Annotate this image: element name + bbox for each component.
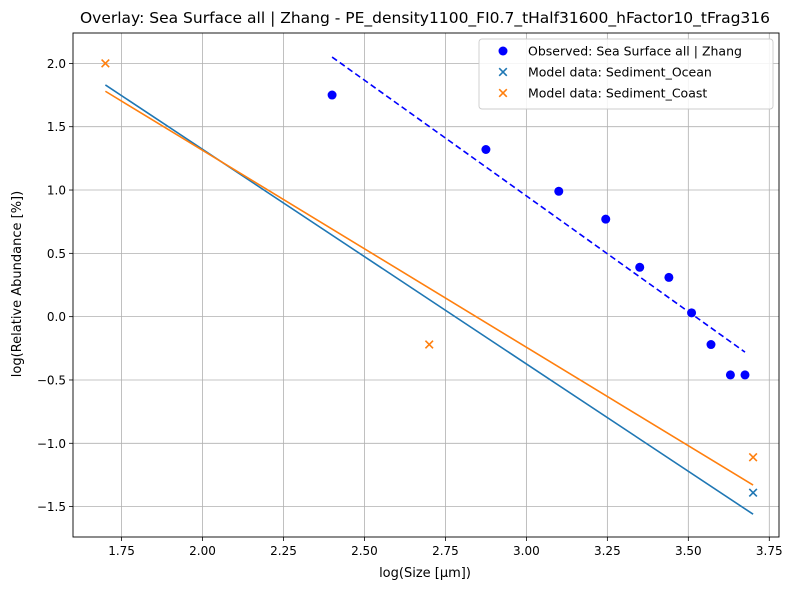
x-marker-stroke bbox=[101, 59, 110, 68]
chart-title: Overlay: Sea Surface all | Zhang - PE_de… bbox=[80, 9, 770, 28]
x-tick-label: 3.25 bbox=[594, 544, 621, 558]
x-tick-label: 2.75 bbox=[432, 544, 459, 558]
data-point bbox=[748, 452, 758, 462]
y-tick-label: 2.0 bbox=[47, 57, 66, 71]
y-axis-label: log(Relative Abundance [%]) bbox=[10, 191, 25, 377]
fit-lines bbox=[104, 56, 754, 515]
y-tick-label: −1.0 bbox=[37, 437, 66, 451]
data-point bbox=[101, 59, 110, 68]
data-point bbox=[664, 272, 674, 282]
x-tick-label: 3.00 bbox=[513, 544, 540, 558]
data-point bbox=[601, 214, 611, 224]
x-marker-stroke bbox=[498, 67, 508, 77]
x-marker-stroke bbox=[424, 340, 434, 349]
x-marker-stroke bbox=[498, 88, 508, 98]
data-points bbox=[101, 59, 758, 498]
data-point bbox=[635, 262, 645, 272]
fit-line bbox=[331, 56, 746, 353]
x-tick-label: 3.75 bbox=[756, 544, 783, 558]
data-point bbox=[687, 308, 697, 318]
legend-label: Model data: Sediment_Coast bbox=[528, 86, 707, 101]
data-point bbox=[725, 370, 735, 380]
data-point bbox=[481, 145, 491, 155]
plot-frame bbox=[72, 32, 780, 538]
legend-box bbox=[478, 38, 774, 110]
y-tick-label: 0.0 bbox=[47, 310, 66, 324]
y-tick-label: −0.5 bbox=[37, 373, 66, 387]
legend: Observed: Sea Surface all | Zhang Model d… bbox=[478, 38, 774, 110]
y-tick-label: 1.5 bbox=[47, 120, 66, 134]
data-point bbox=[748, 488, 758, 498]
x-tick-label: 2.50 bbox=[351, 544, 378, 558]
y-tick-label: −1.5 bbox=[37, 500, 66, 514]
x-marker-stroke bbox=[748, 452, 758, 462]
data-point bbox=[706, 340, 716, 350]
legend-marker bbox=[498, 67, 508, 77]
y-tick-label: 0.5 bbox=[47, 247, 66, 261]
legend-label: Model data: Sediment_Ocean bbox=[528, 65, 712, 80]
data-point bbox=[327, 90, 337, 100]
x-axis-label: log(Size [µm]) bbox=[379, 566, 471, 581]
x-tick-label: 1.75 bbox=[108, 544, 135, 558]
legend-marker bbox=[498, 88, 508, 98]
x-tick-label: 2.25 bbox=[270, 544, 297, 558]
grid bbox=[73, 33, 779, 537]
y-tick-label: 1.0 bbox=[47, 184, 66, 198]
fit-line bbox=[104, 90, 754, 486]
legend-marker bbox=[498, 46, 508, 56]
x-tick-label: 3.50 bbox=[675, 544, 702, 558]
x-marker-stroke bbox=[748, 488, 758, 498]
axis-ticks: 1.75 2.00 2.25 2.50 2.75 3.00 3.25 3.50 3.75 −1.5… bbox=[37, 57, 783, 558]
data-point bbox=[554, 186, 564, 196]
legend-label: Observed: Sea Surface all | Zhang bbox=[528, 44, 742, 59]
data-point bbox=[740, 370, 750, 380]
x-tick-label: 2.00 bbox=[189, 544, 216, 558]
data-point bbox=[424, 340, 434, 349]
